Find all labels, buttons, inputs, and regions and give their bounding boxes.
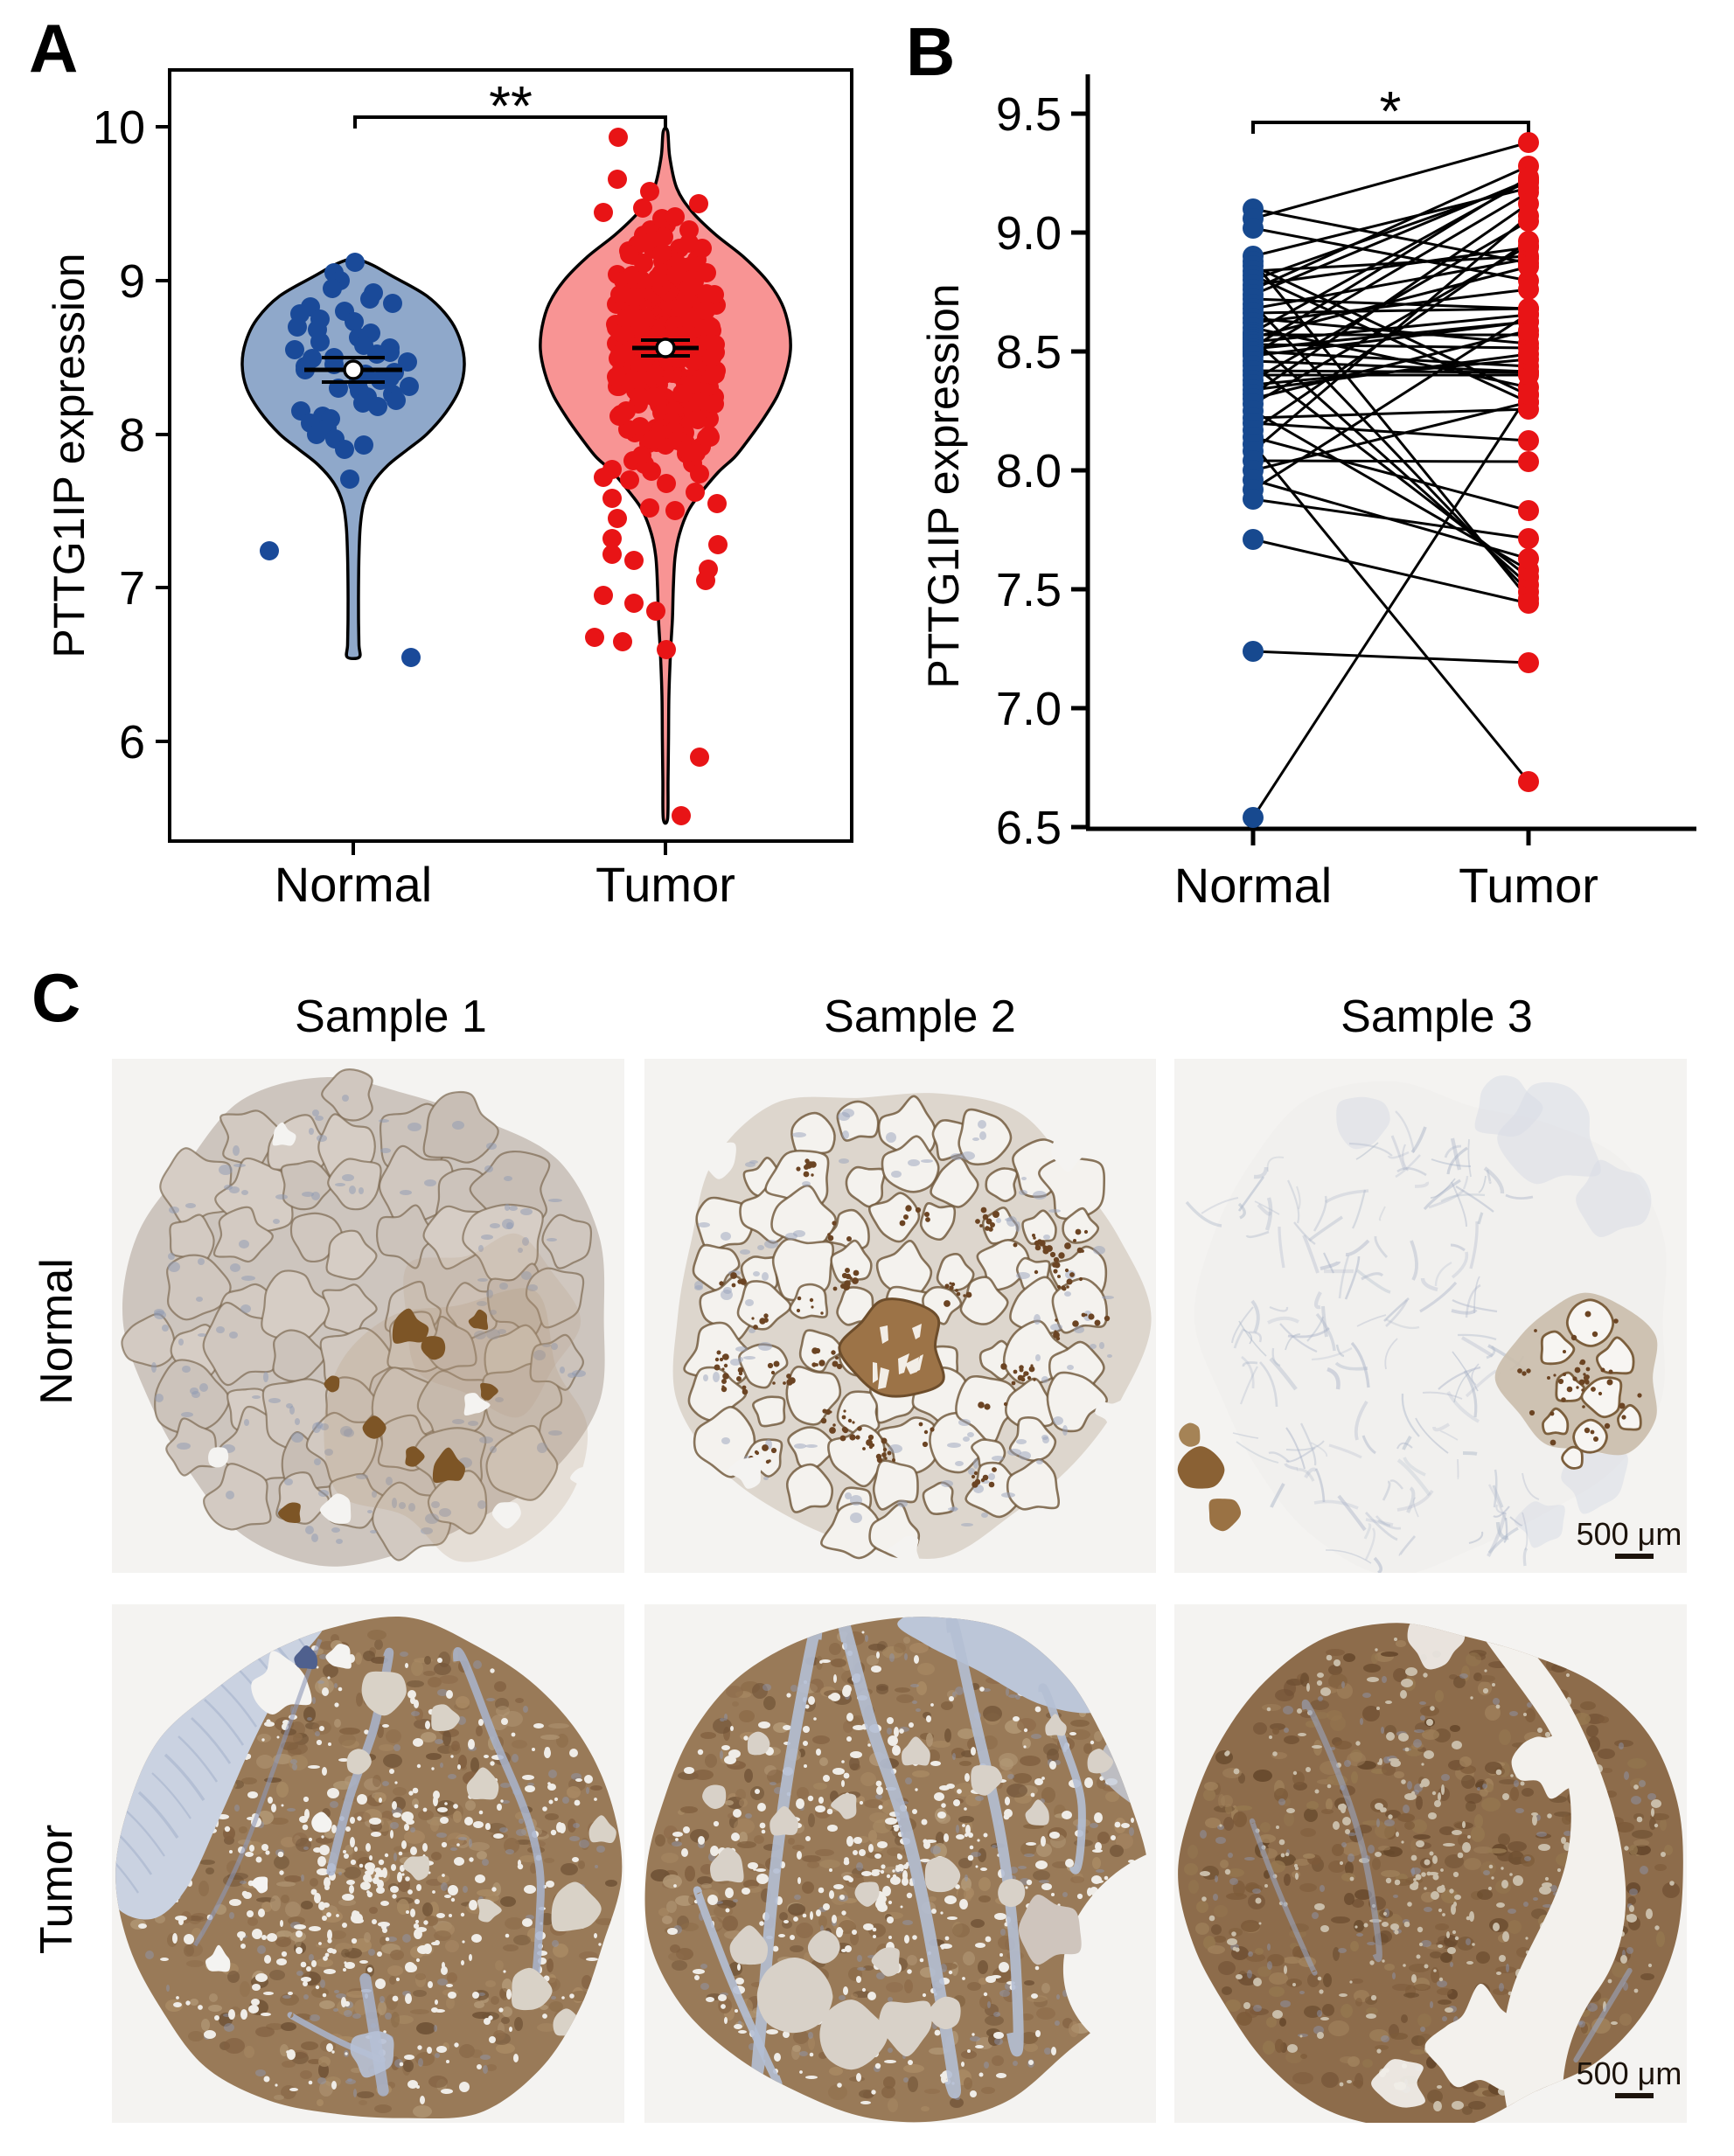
svg-text:Tumor: Tumor [31, 1825, 82, 1954]
svg-text:Normal: Normal [31, 1258, 82, 1405]
svg-text:8: 8 [119, 409, 145, 462]
svg-text:A: A [29, 10, 78, 87]
svg-text:500 μm: 500 μm [1577, 1516, 1682, 1552]
svg-text:Normal: Normal [275, 857, 432, 912]
svg-text:7: 7 [119, 562, 145, 615]
svg-text:**: ** [489, 74, 533, 137]
svg-text:PTTG1IP expression: PTTG1IP expression [919, 283, 968, 688]
svg-text:*: * [1380, 80, 1402, 143]
svg-text:500 μm: 500 μm [1577, 2055, 1682, 2091]
svg-text:6: 6 [119, 716, 145, 769]
svg-text:9: 9 [119, 255, 145, 308]
svg-text:Tumor: Tumor [595, 857, 735, 912]
svg-text:PTTG1IP expression: PTTG1IP expression [45, 253, 94, 657]
svg-text:7.0: 7.0 [996, 683, 1062, 735]
svg-text:6.5: 6.5 [996, 802, 1062, 854]
svg-text:Sample 3: Sample 3 [1341, 991, 1533, 1042]
svg-text:8.0: 8.0 [996, 445, 1062, 497]
svg-text:7.5: 7.5 [996, 564, 1062, 616]
svg-text:C: C [31, 959, 80, 1036]
svg-text:9.0: 9.0 [996, 207, 1062, 260]
svg-text:Sample 1: Sample 1 [295, 991, 487, 1042]
svg-text:10: 10 [93, 101, 145, 154]
svg-text:B: B [906, 13, 955, 90]
svg-text:Normal: Normal [1174, 858, 1332, 913]
svg-text:9.5: 9.5 [996, 88, 1062, 141]
svg-text:Sample 2: Sample 2 [824, 991, 1016, 1042]
svg-text:Tumor: Tumor [1459, 858, 1598, 913]
svg-text:8.5: 8.5 [996, 326, 1062, 379]
